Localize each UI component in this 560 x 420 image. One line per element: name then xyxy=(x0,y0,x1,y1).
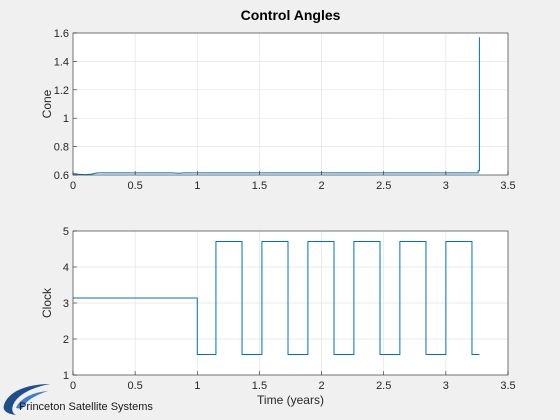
y-tick-label: 5 xyxy=(63,226,69,238)
logo-text: Princeton Satellite Systems xyxy=(19,401,153,413)
cone-series-line xyxy=(72,37,480,176)
cone-panel: 0 0.5 1 1.5 2 2.5 3 3.5 0.6 0.8 1 1.2 1.4 1.6 Contro… xyxy=(40,7,516,192)
y-tick-label: 4 xyxy=(63,262,69,274)
x-tick-label: 2.5 xyxy=(376,380,391,392)
cone-y-ticks: 0.6 0.8 1 1.2 1.4 1.6 xyxy=(54,28,77,182)
x-tick-label: 3 xyxy=(443,180,449,192)
x-tick-label: 0 xyxy=(70,380,76,392)
y-tick-label: 1 xyxy=(63,113,69,125)
clock-y-ticks: 1 2 3 4 5 xyxy=(63,226,77,382)
clock-panel: 0 0.5 1 1.5 2 2.5 3 3.5 1 2 3 4 5 Time (years) Cloc… xyxy=(40,226,516,407)
x-tick-label: 2 xyxy=(319,380,325,392)
y-tick-label: 0.6 xyxy=(54,170,69,182)
x-tick-label: 3 xyxy=(443,380,449,392)
clock-x-ticks: 0 0.5 1 1.5 2 2.5 3 3.5 xyxy=(70,371,516,392)
y-tick-label: 0.8 xyxy=(54,142,69,154)
x-tick-label: 1.5 xyxy=(252,380,267,392)
x-tick-label: 1 xyxy=(194,380,200,392)
y-tick-label: 2 xyxy=(63,334,69,346)
logo-swoosh-icon xyxy=(3,384,50,415)
x-tick-label: 0 xyxy=(70,180,76,192)
x-tick-label: 3.5 xyxy=(500,180,515,192)
cone-y-axis-label: Cone xyxy=(40,89,54,118)
y-tick-label: 1.2 xyxy=(54,85,69,97)
logo-swoosh-accent-icon xyxy=(16,391,48,409)
clock-y-axis-label: Clock xyxy=(40,287,54,318)
y-tick-label: 1 xyxy=(63,370,69,382)
clock-series-line xyxy=(73,240,480,355)
y-tick-label: 1.6 xyxy=(54,28,69,40)
cone-axes-frame xyxy=(72,32,509,176)
cone-x-ticks: 0 0.5 1 1.5 2 2.5 3 3.5 xyxy=(70,171,516,192)
x-tick-label: 2 xyxy=(319,180,325,192)
chart-title: Control Angles xyxy=(241,7,341,23)
princeton-satellite-systems-logo: Princeton Satellite Systems xyxy=(3,384,153,415)
y-tick-label: 3 xyxy=(63,298,69,310)
clock-x-axis-label: Time (years) xyxy=(257,393,324,407)
x-tick-label: 3.5 xyxy=(500,380,515,392)
x-tick-label: 0.5 xyxy=(127,380,142,392)
x-tick-label: 2.5 xyxy=(376,180,391,192)
y-tick-label: 1.4 xyxy=(54,56,69,68)
x-tick-label: 1 xyxy=(194,180,200,192)
x-tick-label: 1.5 xyxy=(252,180,267,192)
cone-axes-background xyxy=(73,33,508,175)
x-tick-label: 0.5 xyxy=(127,180,142,192)
